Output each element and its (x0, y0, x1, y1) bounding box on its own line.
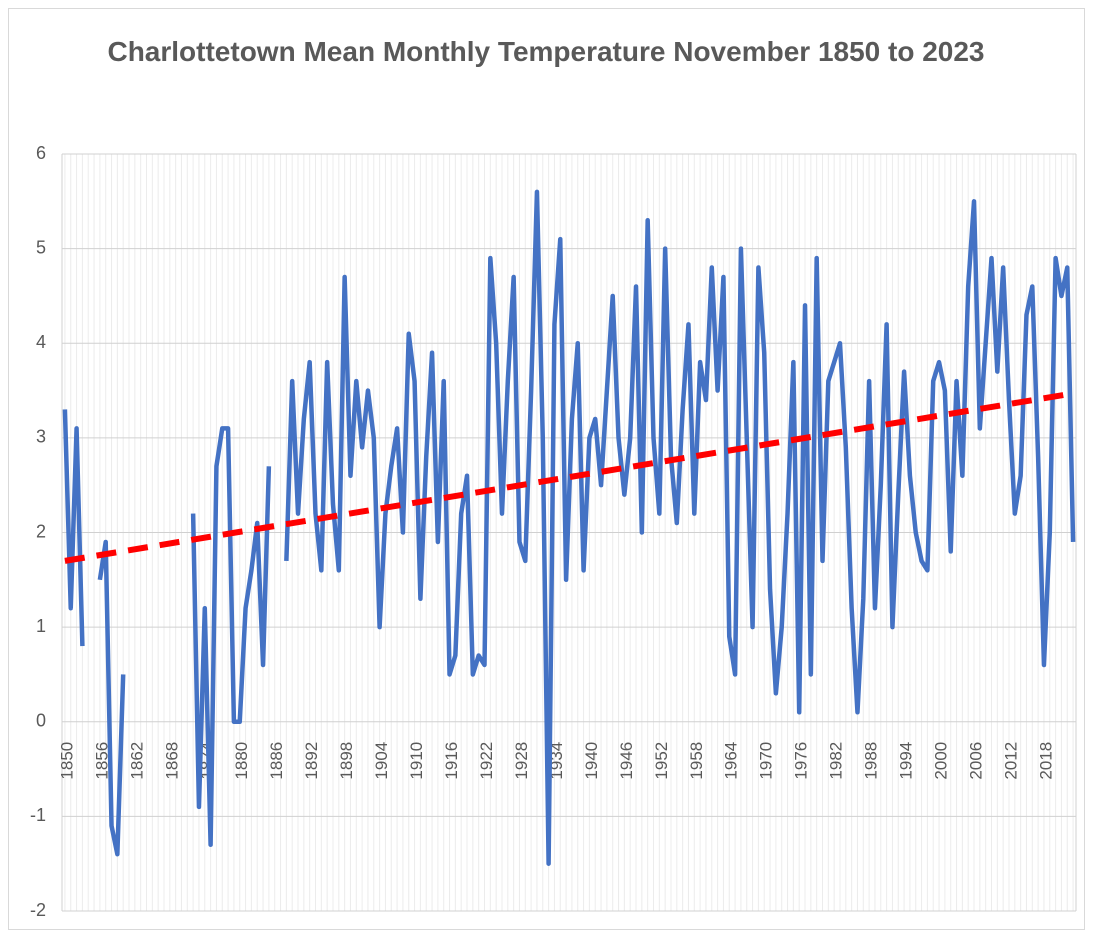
x-tick-label: 2006 (967, 742, 986, 780)
y-tick-label: -2 (30, 900, 46, 920)
x-tick-label: 1976 (792, 742, 811, 780)
x-tick-label: 2018 (1036, 742, 1055, 780)
x-tick-label: 1916 (442, 742, 461, 780)
y-tick-label: 1 (36, 616, 46, 636)
x-tick-label: 1922 (477, 742, 496, 780)
x-tick-label: 1970 (757, 742, 776, 780)
x-tick-label: 1946 (617, 742, 636, 780)
y-tick-label: -1 (30, 805, 46, 825)
x-tick-label: 2000 (932, 742, 951, 780)
x-tick-label: 1982 (827, 742, 846, 780)
x-tick-label: 1952 (652, 742, 671, 780)
x-tick-label: 1886 (267, 742, 286, 780)
x-tick-label: 1928 (512, 742, 531, 780)
x-tick-label: 1868 (162, 742, 181, 780)
x-tick-label: 1940 (582, 742, 601, 780)
data-line (62, 189, 1076, 866)
x-tick-label: 1898 (337, 742, 356, 780)
x-tick-label: 1958 (687, 742, 706, 780)
x-tick-label: 1904 (372, 742, 391, 780)
x-tick-label: 1994 (897, 742, 916, 780)
y-tick-label: 2 (36, 521, 46, 541)
x-tick-label: 2012 (1001, 742, 1020, 780)
x-tick-label: 1892 (302, 742, 321, 780)
y-tick-label: 0 (36, 711, 46, 731)
x-tick-label: 1856 (92, 742, 111, 780)
trendline (64, 390, 1074, 564)
x-tick-label: 1862 (127, 742, 146, 780)
x-tick-label: 1850 (57, 742, 76, 780)
y-tick-label: 4 (36, 332, 46, 352)
x-tick-label: 1880 (232, 742, 251, 780)
chart-border (8, 8, 1085, 930)
x-tick-label: 1964 (722, 742, 741, 780)
y-tick-label: 5 (36, 237, 46, 257)
chart-title: Charlottetown Mean Monthly Temperature N… (107, 36, 985, 67)
x-tick-label: 1910 (407, 742, 426, 780)
y-tick-label: 6 (36, 143, 46, 163)
x-tick-label: 1988 (862, 742, 881, 780)
y-tick-label: 3 (36, 427, 46, 447)
